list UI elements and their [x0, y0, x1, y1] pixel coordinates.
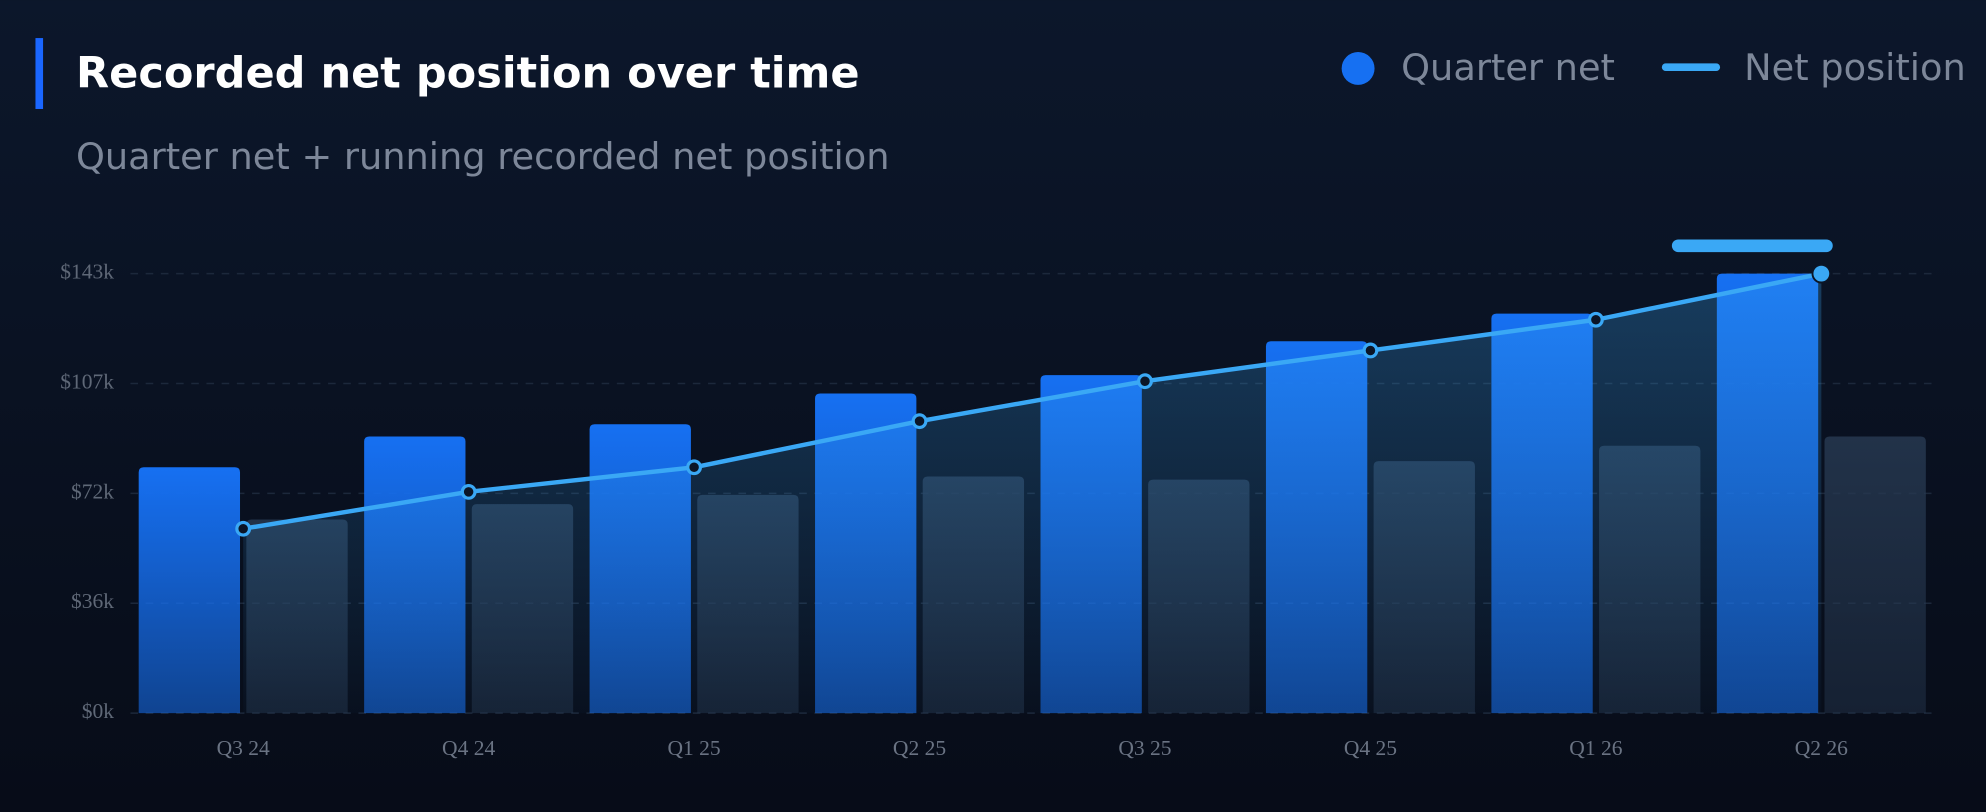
legend-label: Net position [1744, 46, 1966, 89]
bar [1824, 436, 1926, 714]
line-point [686, 459, 703, 476]
line-point [460, 483, 477, 500]
chart-subtitle: Quarter net + running recorded net posit… [76, 135, 890, 178]
y-tick-label: $72k [71, 479, 114, 503]
x-tick-label: Q2 25 [893, 736, 946, 760]
y-tick-label: $36k [71, 589, 114, 613]
legend: Net position Quarter net [1341, 46, 1966, 89]
area [243, 273, 1822, 714]
x-tick-label: Q4 24 [442, 736, 495, 760]
y-tick-label: $107k [60, 369, 114, 393]
legend-swatch [1341, 51, 1375, 85]
line-point [911, 413, 928, 430]
x-tick-label: Q3 24 [217, 736, 270, 760]
y-tick-label: $143k [60, 260, 114, 284]
legend-label: Quarter net [1401, 46, 1615, 89]
line-point [1587, 311, 1604, 328]
highlight-pill [1671, 239, 1833, 253]
title-accent [35, 38, 44, 109]
x-tick-label: Q3 25 [1118, 736, 1171, 760]
line [242, 271, 1822, 531]
bar [138, 467, 241, 714]
chart-title: Recorded net position over time [76, 49, 860, 99]
line-point [1137, 373, 1153, 390]
x-tick-label: Q2 26 [1795, 736, 1848, 760]
line-point [1811, 263, 1832, 284]
line-point [235, 520, 252, 537]
y-tick-label: $0k [82, 699, 115, 723]
x-tick-label: Q1 25 [667, 736, 720, 760]
x-tick-label: Q4 25 [1344, 736, 1397, 760]
line-point [1362, 342, 1379, 359]
x-tick-label: Q1 26 [1569, 736, 1622, 760]
